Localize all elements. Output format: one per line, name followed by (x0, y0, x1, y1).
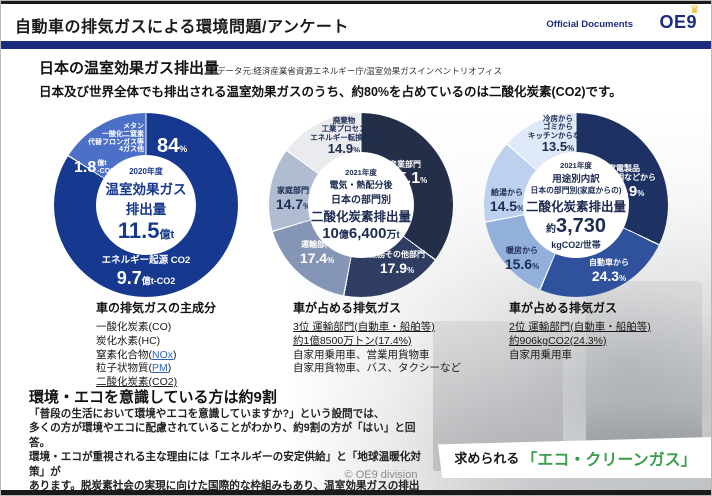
truck-photo-shape (586, 281, 702, 456)
chart2-note: 電気・熱配分後 (329, 180, 393, 190)
pm-link[interactable]: PM (152, 362, 168, 375)
label-other-gases-amount: 1.8 億t -CO2 (74, 159, 114, 176)
nox-link[interactable]: NOx (152, 348, 173, 361)
exhaust-item-nox: 窒素化合物(NOx) (96, 348, 177, 361)
section-title: 日本の温室効果ガス排出量 (39, 60, 220, 77)
rank-line: 2位 運輸部門(自動車・船舶等) (509, 320, 651, 333)
chart2-center: 2021年度 電気・熱配分後 日本の部門別 二酸化炭素排出量 10億6,400万… (308, 152, 414, 258)
header-accent-bar (1, 41, 711, 49)
page-title: 自動車の排気ガスによる環境問題/アンケート (15, 19, 349, 36)
chart3-value: 約3,730 (545, 214, 607, 237)
label-waste-sector: 廃棄物 工業プロセス エネルギー転換部門 14.9% (310, 116, 378, 157)
label-transport-sector: 運輸部門 17.4% (299, 240, 335, 266)
crown-icon: ♛ (689, 4, 700, 16)
chart1-title-l2: 排出量 (125, 202, 167, 217)
chart3-unit: kgCO2/世帯 (551, 239, 601, 250)
label-commercial-sector: 業務その他部門 17.9% (369, 250, 425, 276)
eco-clean-gas-banner: 求められる 「エコ・クリーンガス」 (438, 437, 711, 478)
chart1-year: 2020年度 (129, 167, 163, 176)
desc-line: 自家用乗用車 (509, 348, 572, 361)
chart2-title-l1: 日本の部門別 (331, 195, 391, 206)
exhaust-components-heading: 車の排気ガスの主成分 (96, 301, 217, 315)
chart2-title-l2: 二酸化炭素排出量 (310, 210, 411, 224)
label-energy-co2-amount: 9.7億t-CO2 (116, 268, 176, 288)
exhaust-item-hc: 炭化水素(HC) (96, 334, 161, 347)
amount-line: 約906kgCO2(24.3%) (509, 334, 607, 347)
banner-prefix: 求められる (454, 451, 520, 466)
label-cooling-etc: 冷房から ゴミから キッチンからなど 13.5% (528, 114, 588, 155)
transport-rank-block-household: 車が占める排気ガス 2位 運輸部門(自動車・船舶等) 約906kgCO2(24.… (509, 301, 651, 362)
chart3-note: 用途別内訳 (552, 173, 600, 185)
amount-line: 約1億8500万トン(17.4%) (293, 334, 412, 347)
chart-sector-co2: 廃棄物 工業プロセス エネルギー転換部門 14.9% 産業部門 35.1% 業務… (269, 113, 453, 297)
exhaust-item-co2: 二酸化炭素(CO2) (96, 376, 178, 389)
chart1-value: 11.5億t (117, 218, 175, 243)
transport-rank-block-national: 車が占める排気ガス 3位 運輸部門(自動車・船舶等) 約1億8500万トン(17… (293, 301, 461, 376)
label-pct-84: 84% (157, 135, 188, 157)
header-bar: 自動車の排気ガスによる環境問題/アンケート Official Documents… (1, 4, 711, 41)
chart3-title-l2: 二酸化炭素排出量 (525, 199, 626, 214)
desc-line: 自家用乗用車、営業用貨物車 (293, 348, 430, 361)
transport-rank-heading: 車が占める排気ガス (293, 301, 402, 315)
label-hot-water: 給湯から 14.5% (489, 188, 525, 214)
copyright: © OE9 division (344, 469, 418, 481)
label-household-sector: 家庭部門 14.7% (275, 186, 311, 212)
bottom-border-strip (1, 490, 711, 495)
label-other-gases: メタン 一酸化二窒素 代替フロンガス等 4ガス他 (88, 123, 144, 154)
banner-highlight: 「エコ・クリーンガス」 (521, 451, 697, 469)
survey-heading: 環境・エコを意識している方は約9割 (29, 389, 277, 406)
chart3-title-l1: 日本の部門別(家庭からの) (530, 185, 622, 195)
label-automobile: 自動車から 24.3% (589, 258, 629, 284)
chart1-center: 2020年度 温室効果ガス 排出量 11.5億t (96, 155, 196, 255)
chart-greenhouse-gas: 84% メタン 一酸化二窒素 代替フロンガス等 4ガス他 1.8 億t -CO2 2… (54, 113, 238, 297)
survey-body: 「普段の生活において環境やエコを意識していますか?」という設問では、 多くの方が… (29, 408, 421, 495)
oe9-logo-text: OE9 (659, 12, 697, 32)
chart3-year: 2021年度 (560, 160, 592, 170)
section-subtitle: 日本及び世界全体でも排出される温室効果ガスのうち、約80%を占めているのは二酸化… (39, 85, 622, 99)
exhaust-item-co: 一酸化炭素(CO) (96, 320, 172, 333)
chart2-value: 10億6,400万t (322, 225, 400, 242)
label-heating: 暖房から 15.6% (504, 246, 540, 272)
data-source-note: データ元:経済産業省資源エネルギー庁/温室効果ガスインベントリオフィス (217, 66, 503, 76)
top-border-strip (1, 1, 711, 4)
label-energy-co2: エネルギー起源 CO2 (101, 255, 191, 266)
exhaust-item-pm: 粒子状物質(PM) (96, 362, 172, 375)
official-documents-label: Official Documents (546, 19, 633, 30)
oe9-logo: OE9 ♛ (659, 4, 699, 33)
desc-line: 自家用貨物車、バス、タクシーなど (293, 362, 461, 375)
rank-line: 3位 運輸部門(自動車・船舶等) (293, 320, 435, 333)
chart1-title-l1: 温室効果ガス (105, 182, 187, 197)
chart-household-co2: 冷房から ゴミから キッチンからなど 13.5% 家電製品 照明などから 17.… (484, 113, 668, 297)
chart3-center: 2021年度 用途別内訳 日本の部門別(家庭からの) 二酸化炭素排出量 約3,7… (523, 152, 629, 258)
chart2-year: 2021年度 (345, 168, 377, 177)
transport-rank-heading: 車が占める排気ガス (509, 301, 618, 315)
exhaust-components-block: 車の排気ガスの主成分 一酸化炭素(CO) 炭化水素(HC) 窒素化合物(NOx)… (96, 301, 216, 390)
